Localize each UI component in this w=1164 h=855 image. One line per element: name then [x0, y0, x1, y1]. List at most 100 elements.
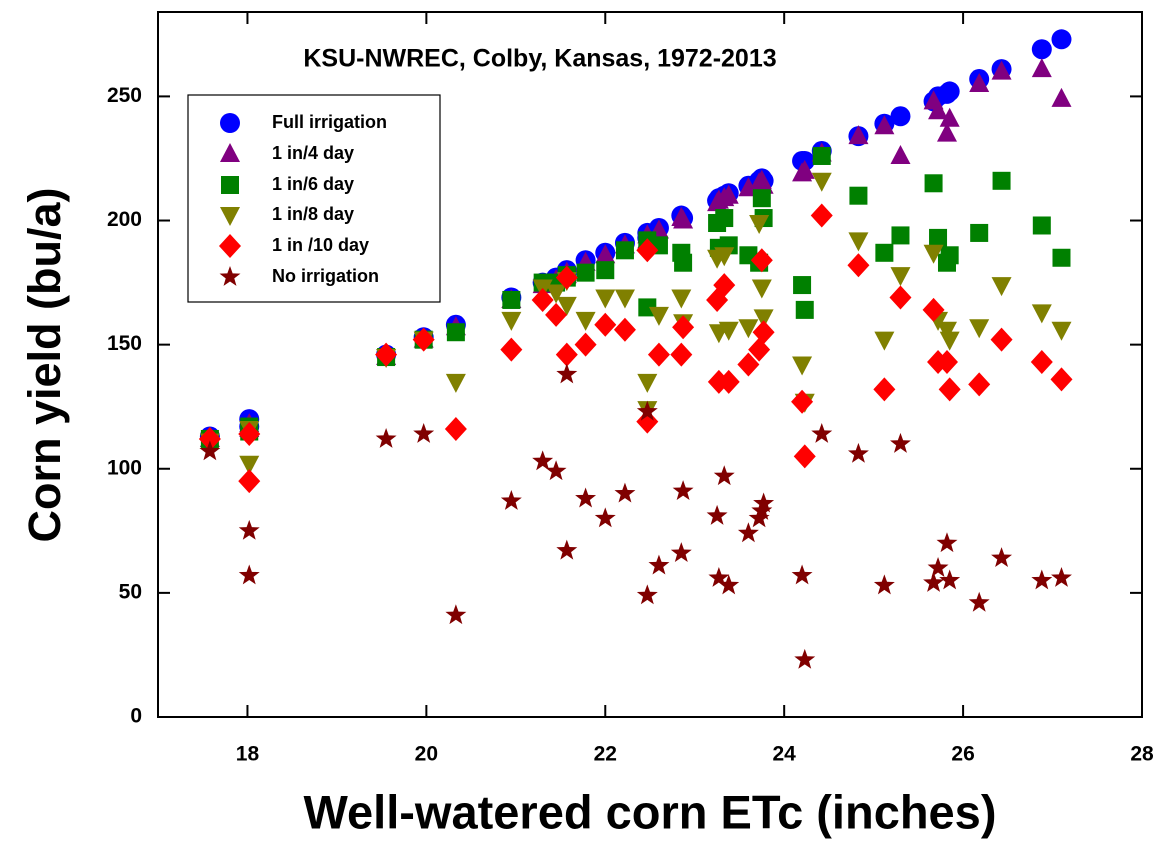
legend-marker [219, 266, 241, 286]
scatter-point [500, 490, 522, 510]
scatter-point [969, 72, 990, 92]
scatter-point [936, 532, 958, 553]
scatter-point [924, 174, 943, 193]
scatter-point [812, 146, 831, 165]
y-tick-label: 0 [130, 705, 142, 728]
scatter-point [636, 238, 659, 263]
scatter-point [713, 465, 735, 486]
scatter-point [849, 186, 868, 205]
scatter-point [502, 290, 521, 309]
scatter-point [873, 377, 896, 402]
scatter-point [575, 311, 596, 331]
scatter-point [923, 244, 944, 264]
scatter-point [648, 306, 669, 326]
scatter-point [556, 296, 577, 316]
x-tick-label: 24 [773, 743, 797, 766]
scatter-point [413, 423, 435, 443]
scatter-point [968, 591, 990, 612]
scatter-point [445, 373, 466, 393]
scatter-point [929, 228, 948, 247]
scatter-point [890, 106, 911, 127]
scatter-point [596, 261, 615, 280]
scatter-point [753, 492, 775, 513]
scatter-point [718, 321, 739, 341]
scatter-point [891, 226, 910, 245]
scatter-point [1032, 216, 1051, 235]
scatter-point [706, 504, 728, 525]
scatter-point [670, 342, 693, 367]
scatter-point [239, 455, 260, 475]
scatter-point [556, 539, 578, 560]
scatter-point [848, 232, 869, 252]
scatter-point [1050, 367, 1073, 392]
scatter-point [672, 315, 695, 340]
scatter-point [811, 172, 832, 192]
scatter-point [670, 542, 692, 563]
scatter-point [637, 373, 658, 393]
scatter-point [939, 569, 961, 590]
scatter-point [238, 564, 260, 585]
scatter-point [238, 519, 260, 540]
legend-label: 1 in /10 day [272, 235, 369, 255]
scatter-point [991, 547, 1013, 568]
scatter-point [375, 342, 398, 367]
x-tick-label: 20 [415, 743, 438, 766]
scatter-point [1031, 58, 1052, 78]
scatter-point [545, 460, 567, 481]
x-tick-label: 26 [951, 743, 974, 766]
scatter-point [718, 574, 740, 595]
scatter-point [847, 442, 869, 463]
scatter-point [992, 171, 1011, 190]
x-axis-label: Well-watered corn ETc (inches) [304, 785, 997, 838]
scatter-point [751, 279, 772, 299]
legend-label: Full irrigation [272, 112, 387, 132]
scatter-point [890, 432, 911, 453]
x-tick-label: 22 [594, 743, 617, 766]
scatter-point [713, 273, 736, 298]
scatter-point [848, 125, 869, 145]
scatter-point [636, 409, 659, 434]
scatter-point [444, 417, 467, 442]
scatter-point [648, 554, 670, 575]
scatter-point [500, 337, 523, 362]
chart-title: KSU-NWREC, Colby, Kansas, 1972-2013 [303, 45, 776, 73]
scatter-point [1051, 29, 1072, 50]
scatter-point [1051, 566, 1072, 587]
legend-label: 1 in/4 day [272, 143, 354, 163]
scatter-point [375, 427, 397, 448]
scatter-point [970, 223, 989, 242]
scatter-point [545, 302, 568, 327]
scatter-point [792, 356, 813, 376]
scatter-point [873, 574, 895, 595]
scatter-point [199, 440, 221, 461]
scatter-point [412, 327, 435, 352]
scatter-point [927, 557, 949, 577]
scatter-point [614, 289, 635, 309]
scatter-point [673, 209, 694, 229]
scatter-point [753, 174, 774, 194]
legend-marker [220, 113, 240, 133]
y-tick-label: 100 [107, 456, 142, 479]
x-tick-label: 28 [1130, 743, 1154, 766]
scatter-point [750, 248, 773, 273]
scatter-point [738, 319, 759, 339]
scatter-point [714, 247, 735, 267]
scatter-point [556, 363, 578, 384]
scatter-point [749, 215, 770, 235]
legend-marker [220, 207, 240, 226]
scatter-point [594, 507, 616, 528]
scatter-point [636, 584, 658, 605]
scatter-point [936, 122, 957, 142]
scatter-point [613, 317, 636, 342]
scatter-point [614, 482, 636, 503]
legend-marker [220, 143, 240, 162]
scatter-point [938, 377, 961, 402]
scatter-point [794, 648, 816, 669]
x-tick-label: 18 [236, 743, 260, 766]
scatter-point [991, 277, 1012, 297]
y-tick-label: 250 [107, 84, 142, 107]
legend-label: 1 in/6 day [272, 174, 354, 194]
scatter-point [968, 372, 991, 397]
